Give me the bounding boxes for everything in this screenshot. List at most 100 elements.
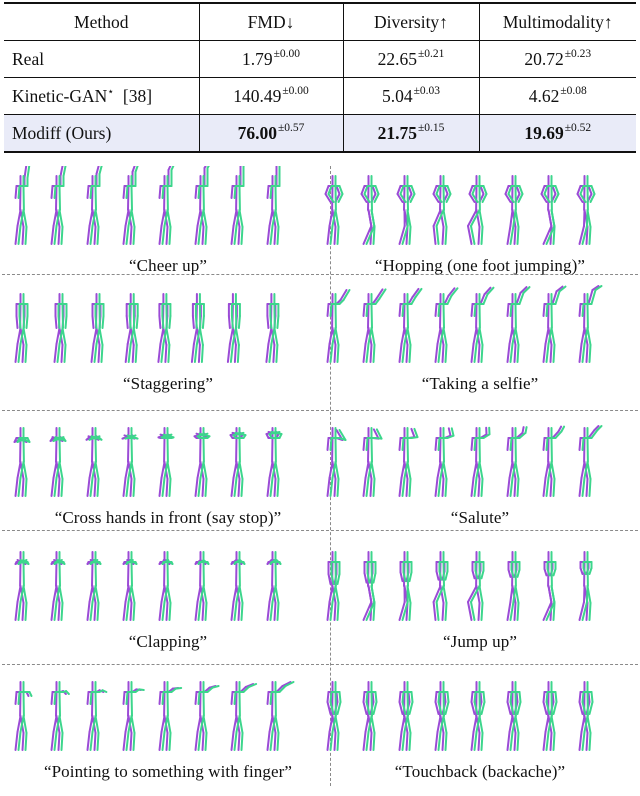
skeleton-bone xyxy=(446,345,447,362)
skeleton-bone xyxy=(88,226,90,244)
skeleton-bone xyxy=(482,345,483,362)
skeleton-bone xyxy=(365,573,367,583)
skeleton-bone xyxy=(544,478,546,496)
skeleton-bone xyxy=(239,316,240,328)
skeleton-bone xyxy=(98,733,99,750)
skeleton-bone xyxy=(511,478,513,496)
skeleton-bone xyxy=(590,479,591,496)
skeleton-bone xyxy=(196,732,198,750)
skeleton-bone xyxy=(335,479,336,496)
skeleton-bone xyxy=(62,345,63,362)
skeleton-bone xyxy=(443,603,444,620)
skeleton-bone xyxy=(372,186,373,210)
skeleton-bone xyxy=(232,478,234,496)
skeleton-bone xyxy=(544,692,545,702)
skeleton-bone xyxy=(137,316,138,328)
skeleton-bone xyxy=(444,692,445,716)
skeleton-bone xyxy=(592,692,593,702)
multimodality-cell: 19.69±0.52 xyxy=(479,115,636,153)
skeleton-bone xyxy=(167,733,168,750)
skeleton-bone xyxy=(162,316,163,328)
skeleton-bone xyxy=(446,227,447,244)
skeleton-bone xyxy=(580,692,581,702)
diversity-cell: 22.65±0.21 xyxy=(343,41,479,78)
skeleton-bone xyxy=(202,345,203,362)
skeleton-bone xyxy=(475,478,477,496)
skeleton-bone xyxy=(436,732,438,750)
skeleton-bone xyxy=(338,574,340,584)
skeleton-bone xyxy=(52,602,54,620)
skeleton-bone xyxy=(28,166,30,178)
skeleton-bone xyxy=(124,692,125,704)
skeleton-bone xyxy=(63,304,64,328)
skeleton-bone xyxy=(511,344,513,362)
skeleton-bone xyxy=(232,186,233,198)
skeleton-bone xyxy=(544,732,546,750)
skeleton-bone xyxy=(132,562,133,586)
skeleton-bone xyxy=(206,733,207,750)
skeleton-bone xyxy=(439,732,441,750)
skeleton-bone xyxy=(127,692,128,704)
skeleton-bone xyxy=(331,344,333,362)
skeleton-bone xyxy=(439,438,440,450)
skeleton-bone xyxy=(96,562,97,586)
skeleton-bone xyxy=(472,304,473,316)
skeleton-bone xyxy=(439,344,441,362)
motion-panel-hopping: “Hopping (one foot jumping)” xyxy=(320,166,640,290)
skeleton-bone xyxy=(340,692,341,702)
diversity-cell: 5.04±0.03 xyxy=(343,78,479,115)
skeleton-bone xyxy=(439,304,440,316)
skeleton-bone xyxy=(126,344,128,362)
skeleton-bone xyxy=(55,344,57,362)
skeleton-bone xyxy=(484,692,485,702)
skeleton-bone xyxy=(590,603,591,620)
fmd-std: ±0.00 xyxy=(282,85,308,97)
skeleton-bone xyxy=(199,345,200,362)
skeleton-bone xyxy=(16,226,18,244)
skeleton-bone xyxy=(23,227,24,244)
skeleton-bone xyxy=(206,227,207,244)
skeleton-bone xyxy=(371,479,372,496)
skeleton-bone xyxy=(206,479,207,496)
method-name: Kinetic-GAN xyxy=(12,86,107,106)
skeleton-bone xyxy=(55,692,56,704)
diversity-std: ±0.15 xyxy=(418,122,444,134)
skeleton-bone xyxy=(56,316,57,328)
skeleton-bone xyxy=(199,692,200,704)
skeleton-bone xyxy=(196,692,197,704)
skeleton-bone xyxy=(554,479,555,496)
skeleton-bone xyxy=(16,602,18,620)
skeleton-bone xyxy=(443,479,444,496)
skeleton-bone xyxy=(134,479,135,496)
skeleton-bone xyxy=(235,345,236,362)
skeleton-bone xyxy=(583,732,585,750)
skeleton-bone xyxy=(367,438,368,450)
skeleton-bone xyxy=(583,438,584,450)
motion-caption: “Staggering” xyxy=(8,374,328,394)
skeleton-bone xyxy=(61,166,64,176)
skeleton-bone xyxy=(266,344,268,362)
skeleton-bone xyxy=(331,602,333,620)
skeleton-bone xyxy=(473,571,475,579)
skeleton-bone xyxy=(364,304,365,316)
skeleton-bone xyxy=(56,438,57,462)
skeleton-bone xyxy=(52,692,53,704)
skeleton-bone xyxy=(475,438,476,450)
skeleton-bone xyxy=(127,478,129,496)
fmd-cell: 76.00±0.57 xyxy=(199,115,343,153)
multimodality-value: 4.62 xyxy=(529,86,560,106)
skeleton-bone xyxy=(526,427,527,433)
skeleton-bone xyxy=(278,227,279,244)
skeleton-bone xyxy=(60,438,61,462)
skeleton-bone xyxy=(130,316,131,328)
skeleton-bone xyxy=(410,345,411,362)
skeleton-bone xyxy=(400,304,401,316)
skeleton-bone xyxy=(232,732,234,750)
skeleton-bone xyxy=(124,732,126,750)
skeleton-bone xyxy=(23,603,24,620)
skeleton-bone xyxy=(273,345,274,362)
skeleton-bone xyxy=(338,227,339,244)
skeleton-bone xyxy=(446,733,447,750)
skeleton-bone xyxy=(278,479,279,496)
skeleton-bone xyxy=(19,226,21,244)
